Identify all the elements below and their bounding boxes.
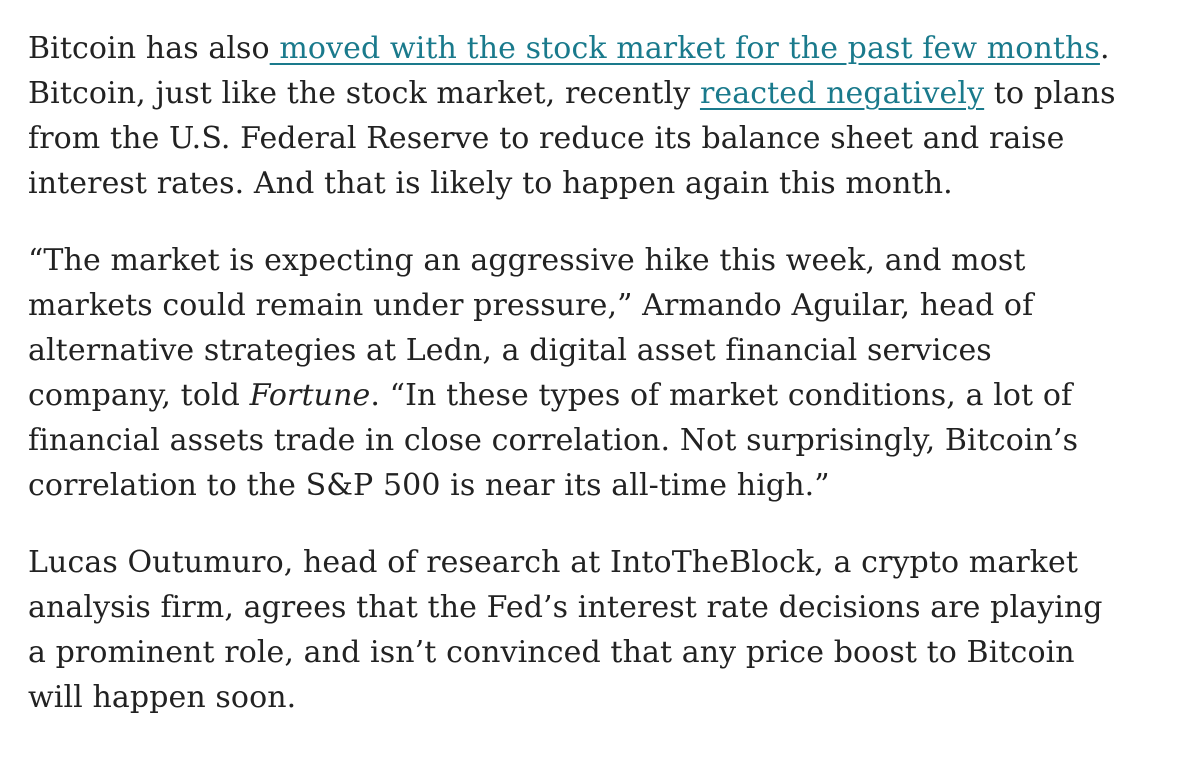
- paragraph-3-line-1: Lucas Outumuro, head of research at Into…: [28, 545, 1079, 580]
- text-run: Bitcoin, just like the stock market, rec…: [28, 76, 700, 111]
- paragraph-3: Lucas Outumuro, head of research at Into…: [28, 540, 1160, 720]
- paragraph-2-line-4: company, told Fortune. “In these types o…: [28, 373, 1160, 418]
- paragraph-2-line-6: correlation to the S&P 500 is near its a…: [28, 468, 830, 503]
- paragraph-1-line-1: Bitcoin has also moved with the stock ma…: [28, 26, 1160, 71]
- paragraph-2-line-2: markets could remain under pressure,” Ar…: [28, 288, 1034, 323]
- text-run: . “In these types of market conditions, …: [370, 378, 1073, 413]
- paragraph-3-line-4: will happen soon.: [28, 680, 297, 715]
- paragraph-3-line-2: analysis firm, agrees that the Fed’s int…: [28, 590, 1103, 625]
- link-moved-with-stock-market[interactable]: moved with the stock market for the past…: [269, 31, 1100, 66]
- paragraph-2: “The market is expecting an aggressive h…: [28, 238, 1160, 508]
- link-reacted-negatively[interactable]: reacted negatively: [699, 76, 985, 111]
- paragraph-1-line-4: interest rates. And that is likely to ha…: [28, 166, 953, 201]
- paragraph-2-line-3: alternative strategies at Ledn, a digita…: [28, 333, 992, 368]
- paragraph-1-line-2: Bitcoin, just like the stock market, rec…: [28, 71, 1160, 116]
- paragraph-1-line-3: from the U.S. Federal Reserve to reduce …: [28, 121, 1065, 156]
- paragraph-3-line-3: a prominent role, and isn’t convinced th…: [28, 635, 1075, 670]
- paragraph-1: Bitcoin has also moved with the stock ma…: [28, 26, 1160, 206]
- paragraph-2-line-1: “The market is expecting an aggressive h…: [28, 243, 1026, 278]
- text-run: company, told: [28, 378, 250, 413]
- text-run: to plans: [984, 76, 1116, 111]
- publication-name: Fortune: [249, 378, 371, 413]
- paragraph-2-line-5: financial assets trade in close correlat…: [28, 423, 1079, 458]
- text-run: Bitcoin has also: [28, 31, 270, 66]
- text-run: .: [1099, 31, 1110, 66]
- article-body: Bitcoin has also moved with the stock ma…: [28, 26, 1160, 720]
